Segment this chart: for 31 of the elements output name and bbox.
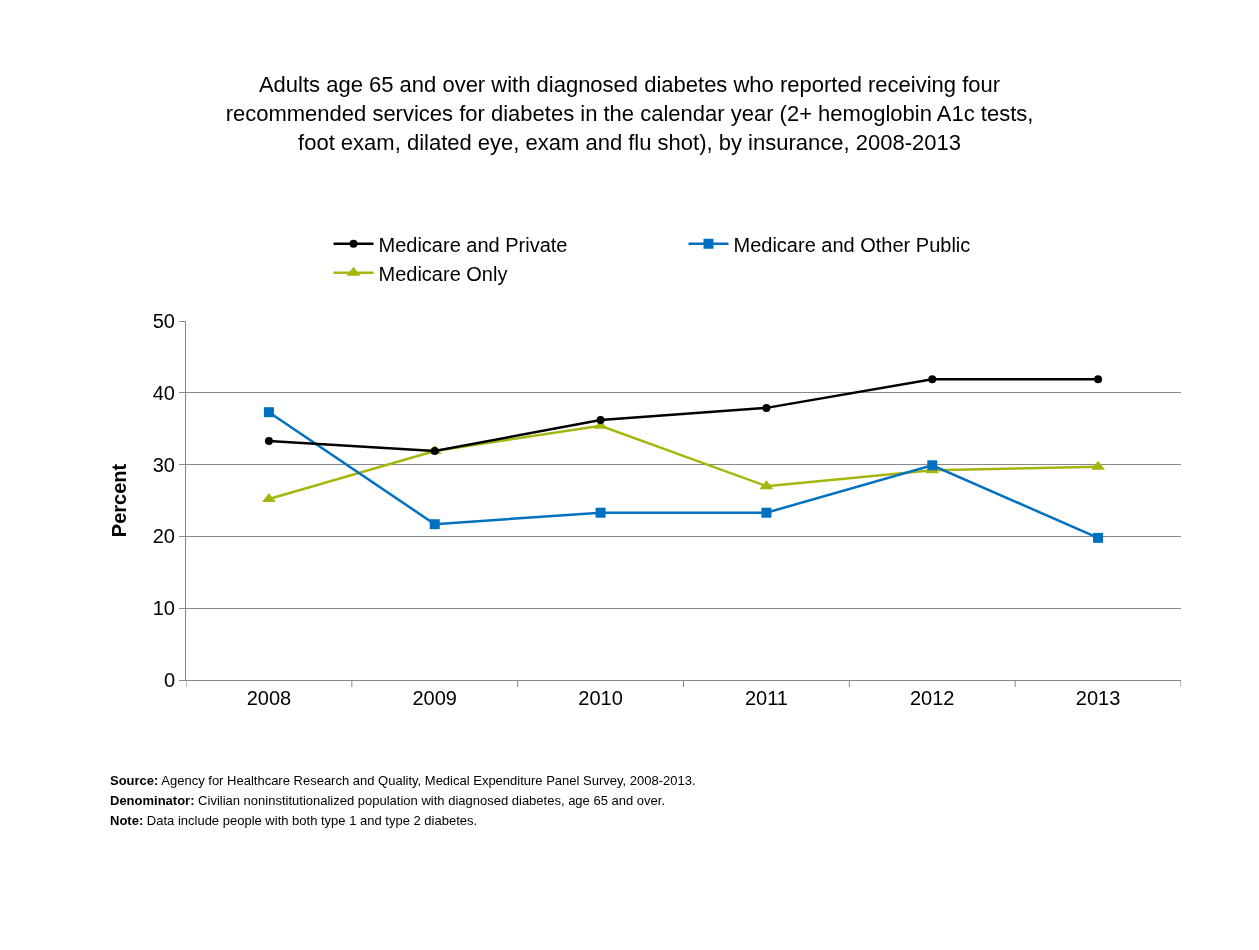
y-tick-label: 30 — [152, 453, 175, 476]
point — [928, 375, 937, 384]
y-tick-label: 0 — [163, 669, 175, 691]
y-tick-label: 50 — [152, 310, 175, 332]
point — [429, 519, 440, 530]
point — [595, 507, 606, 518]
x-tick-label: 2012 — [910, 687, 955, 709]
y-tick-label: 40 — [152, 381, 175, 404]
legend-label: Medicare and Other Public — [733, 233, 971, 256]
point — [927, 460, 938, 471]
point — [263, 407, 274, 418]
point — [762, 403, 771, 412]
point — [596, 416, 605, 425]
y-tick-label: 10 — [152, 597, 175, 620]
y-axis-title: Percent — [108, 463, 131, 538]
point — [761, 507, 772, 518]
point — [1093, 532, 1104, 543]
point — [264, 436, 273, 445]
legend-label: Medicare Only — [378, 262, 508, 285]
point — [1094, 375, 1103, 384]
source-note: Source: Agency for Healthcare Research and Quality, Medical Expenditure Panel Survey, 2008-2013. — [110, 773, 696, 788]
x-tick-label: 2010 — [578, 687, 623, 709]
x-tick-label: 2009 — [412, 687, 457, 709]
x-tick-label: 2011 — [744, 687, 788, 709]
y-tick-label: 20 — [152, 525, 175, 548]
legend-label: Medicare and Private — [378, 233, 568, 256]
text: Note: Data include people with both type 1 and type 2 diabetes. — [110, 813, 478, 828]
x-tick-label: 2013 — [1075, 687, 1121, 709]
text: Denominator: Civilian noninstitutionalized population with diagnosed diabetes, age 65 and over. — [110, 793, 665, 808]
chart-title: Adults age 65 and over with diagnosed diabetes who reported receiving four recommended services for diabetes in the calendar year (2+ hemoglobin A1c tests, foot exam, dilated eye, exam and flu shot), by insurance, 2008-2013 — [225, 72, 1034, 155]
x-tick-label: 2008 — [246, 687, 292, 709]
